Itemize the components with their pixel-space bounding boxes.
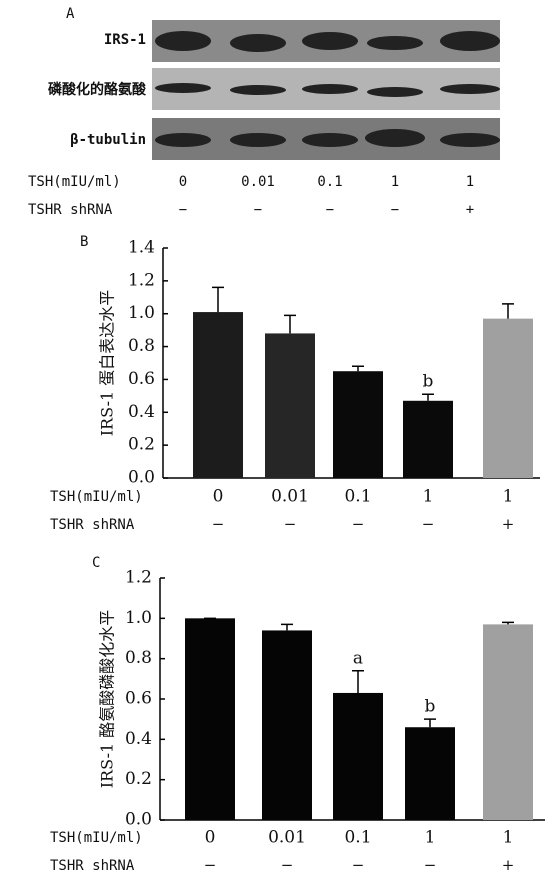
lane-label: 0.1 (317, 174, 342, 190)
x-tick-label: − (204, 856, 217, 874)
x-tick-label: 0.1 (344, 828, 371, 848)
y-tick-label: 0.2 (125, 769, 152, 789)
bar (265, 333, 315, 478)
lane-label: − (254, 202, 262, 218)
bar (193, 312, 243, 478)
error-bar (281, 624, 293, 630)
lane-label: − (179, 202, 187, 218)
bar (483, 624, 533, 820)
row-label: β-tubulin (70, 132, 146, 148)
y-tick-label: 1.4 (128, 238, 155, 258)
figure: A IRS-1 磷酸化的酪氨酸 β-tubulin TSH(mIU/ml) TS… (0, 0, 559, 874)
bar (405, 727, 455, 820)
error-bar (352, 671, 364, 693)
y-tick-label: 0.4 (128, 402, 155, 422)
x-tick-label: 1 (503, 828, 514, 848)
x-tick-label: − (424, 856, 437, 874)
error-bar (352, 366, 364, 371)
panel-label: A (66, 6, 75, 22)
x-tick-label: + (502, 856, 515, 874)
bar-label: b (423, 372, 434, 392)
x-tick-label: 0.01 (271, 487, 309, 507)
x-tick-label: − (284, 515, 297, 533)
y-tick-label: 1.2 (128, 270, 155, 290)
x-tick-label: − (422, 515, 435, 533)
row-label: TSHR shRNA (50, 858, 135, 874)
bar (185, 618, 235, 820)
bar (403, 401, 453, 478)
y-tick-label: 0.4 (125, 729, 152, 749)
y-tick-label: 0.6 (128, 369, 155, 389)
bar (262, 630, 312, 820)
bar-label: b (425, 697, 436, 717)
bar (333, 693, 383, 820)
x-tick-label: 1 (425, 828, 436, 848)
x-tick-label: − (281, 856, 294, 874)
panel-label: C (92, 555, 100, 571)
lane-label: 0.01 (241, 174, 275, 190)
x-tick-label: 1 (423, 487, 434, 507)
y-axis-label: IRS-1 酪氨酸磷酸化水平 (98, 610, 117, 789)
x-tick-label: + (502, 515, 515, 533)
lane-label: − (391, 202, 399, 218)
x-tick-label: − (212, 515, 225, 533)
x-tick-label: − (352, 856, 365, 874)
y-tick-label: 0.8 (128, 336, 155, 356)
row-label: TSHR shRNA (50, 517, 135, 533)
panel-label: B (80, 234, 88, 250)
x-tick-label: 0 (213, 487, 224, 507)
error-bar (424, 719, 436, 727)
lane-label: 1 (391, 174, 399, 190)
error-bar (502, 622, 514, 624)
x-tick-label: 1 (503, 487, 514, 507)
error-bar (212, 287, 224, 312)
x-tick-label: 0.01 (268, 828, 306, 848)
row-label: IRS-1 (104, 32, 146, 48)
row-label: TSH(mIU/ml) (28, 174, 121, 190)
y-tick-label: 1.0 (125, 608, 152, 628)
x-tick-label: 0 (205, 828, 216, 848)
lane-label: + (466, 202, 474, 218)
y-tick-label: 0.8 (125, 648, 152, 668)
row-label: 磷酸化的酪氨酸 (48, 81, 147, 98)
y-tick-label: 0.0 (128, 468, 155, 488)
y-axis-label: IRS-1 蛋白表达水平 (98, 290, 117, 437)
bar (483, 319, 533, 478)
lane-label: 0 (179, 174, 187, 190)
error-bar (502, 304, 514, 319)
x-tick-label: − (352, 515, 365, 533)
row-label: TSH(mIU/ml) (50, 489, 143, 505)
y-tick-label: 0.6 (125, 689, 152, 709)
bar (333, 371, 383, 478)
error-bar (284, 315, 296, 333)
x-tick-label: 0.1 (344, 487, 371, 507)
lane-label: − (326, 202, 334, 218)
bar-label: a (353, 648, 363, 668)
row-label: TSHR shRNA (28, 202, 113, 218)
y-tick-label: 1.0 (128, 303, 155, 323)
y-tick-label: 0.0 (125, 810, 152, 830)
y-tick-label: 0.2 (128, 435, 155, 455)
error-bar (422, 394, 434, 401)
y-tick-label: 1.2 (125, 568, 152, 588)
row-label: TSH(mIU/ml) (50, 830, 143, 846)
lane-label: 1 (466, 174, 474, 190)
